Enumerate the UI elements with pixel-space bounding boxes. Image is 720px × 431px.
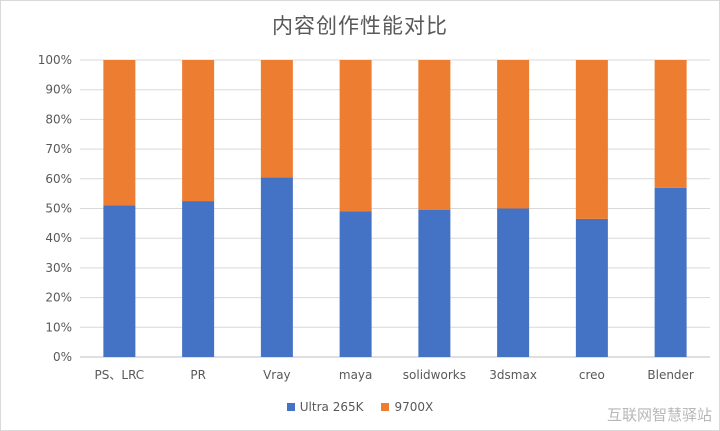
x-tick-label: maya: [339, 368, 373, 382]
y-tick-label: 100%: [38, 53, 72, 67]
y-tick-label: 30%: [45, 261, 72, 275]
y-tick-label: 0%: [53, 350, 72, 364]
y-tick-label: 40%: [45, 231, 72, 245]
watermark: 互联网智慧驿站: [606, 406, 712, 424]
y-tick-label: 10%: [45, 320, 72, 334]
legend-label-9700x: 9700X: [394, 400, 434, 414]
y-tick-label: 20%: [45, 291, 72, 305]
bar-ultra-265k: [103, 205, 136, 357]
y-tick-label: 90%: [45, 83, 72, 97]
legend-swatch-9700x: [381, 403, 390, 411]
x-tick-label: solidworks: [403, 368, 466, 382]
bar-9700x: [654, 60, 687, 188]
bar-ultra-265k: [182, 201, 215, 357]
x-tick-label: creo: [579, 368, 605, 382]
legend-item-9700x: 9700X: [381, 400, 433, 414]
bar-ultra-265k: [418, 209, 451, 357]
x-tick-label: Vray: [263, 368, 291, 382]
bar-ultra-265k: [260, 177, 293, 357]
x-tick-label: 3dsmax: [489, 368, 537, 382]
y-tick-label: 80%: [45, 112, 72, 126]
x-tick-label: PR: [190, 368, 206, 382]
bar-ultra-265k: [497, 208, 530, 357]
bar-ultra-265k: [575, 218, 608, 357]
legend-label-ultra-265k: Ultra 265K: [299, 400, 364, 414]
bar-9700x: [260, 60, 293, 178]
bar-9700x: [339, 60, 372, 212]
bar-ultra-265k: [654, 187, 687, 357]
legend-swatch-ultra-265k: [286, 403, 295, 411]
y-tick-label: 50%: [45, 202, 72, 216]
bar-9700x: [575, 60, 608, 219]
x-tick-label: PS、LRC: [95, 368, 145, 382]
y-tick-label: 60%: [45, 172, 72, 186]
bar-9700x: [497, 60, 530, 209]
bar-9700x: [182, 60, 215, 202]
bar-9700x: [103, 60, 136, 206]
chart-title: 内容创作性能对比: [272, 14, 448, 38]
bar-ultra-265k: [339, 211, 372, 357]
x-tick-label: Blender: [647, 368, 694, 382]
y-tick-label: 70%: [45, 142, 72, 156]
chart-legend: Ultra 265K 9700X: [0, 400, 720, 414]
legend-item-ultra-265k: Ultra 265K: [286, 400, 364, 414]
bar-9700x: [418, 60, 451, 210]
